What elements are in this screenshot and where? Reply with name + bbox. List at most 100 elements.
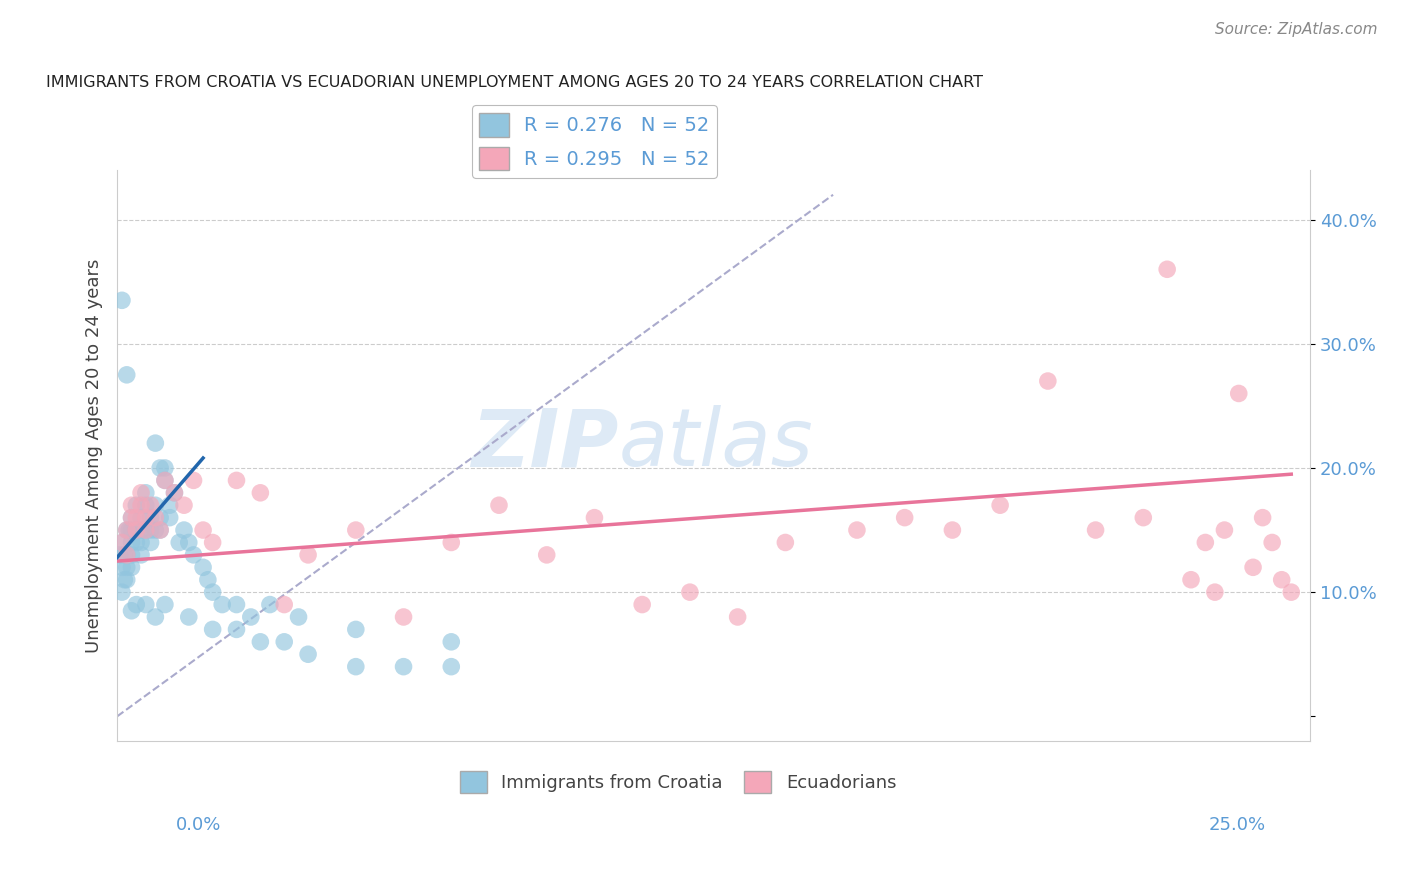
Point (163, 485, 186, 500)
Point (121, 535, 143, 549)
Point (845, 523, 868, 537)
Point (153, 474, 176, 488)
Point (225, 623, 247, 637)
Point (145, 610, 167, 624)
Point (583, 510, 606, 524)
Point (121, 510, 143, 524)
Point (287, 610, 309, 624)
Point (201, 585, 224, 599)
Point (129, 498, 152, 512)
Point (1180, 573, 1202, 587)
Point (173, 523, 195, 537)
Point (893, 510, 915, 524)
Text: IMMIGRANTS FROM CROATIA VS ECUADORIAN UNEMPLOYMENT AMONG AGES 20 TO 24 YEARS COR: IMMIGRANTS FROM CROATIA VS ECUADORIAN UN… (45, 75, 983, 89)
Point (115, 368, 138, 382)
Point (139, 523, 162, 537)
Point (129, 523, 152, 537)
Point (111, 293, 134, 308)
Point (1241, 560, 1264, 574)
Point (1227, 386, 1250, 401)
Point (153, 461, 176, 475)
Point (111, 535, 134, 549)
Point (440, 535, 463, 549)
Point (145, 498, 167, 512)
Point (121, 560, 143, 574)
Point (121, 498, 143, 512)
Point (1213, 523, 1236, 537)
Point (159, 510, 181, 524)
Point (1156, 262, 1178, 277)
Point (135, 510, 157, 524)
Point (249, 635, 271, 649)
Point (125, 598, 148, 612)
Point (488, 498, 510, 512)
Point (1279, 585, 1302, 599)
Point (392, 610, 415, 624)
Point (149, 461, 172, 475)
Point (225, 598, 247, 612)
Point (139, 498, 162, 512)
Point (249, 485, 271, 500)
Point (115, 548, 138, 562)
Point (1251, 510, 1274, 524)
Point (1084, 523, 1107, 537)
Point (129, 510, 152, 524)
Point (111, 535, 134, 549)
Point (344, 659, 367, 673)
Point (1204, 585, 1226, 599)
Point (167, 535, 190, 549)
Point (121, 548, 143, 562)
Point (139, 535, 162, 549)
Point (988, 498, 1011, 512)
Point (775, 535, 797, 549)
Point (941, 523, 963, 537)
Point (112, 573, 135, 587)
Point (125, 523, 148, 537)
Point (115, 523, 138, 537)
Y-axis label: Unemployment Among Ages 20 to 24 years: Unemployment Among Ages 20 to 24 years (86, 259, 103, 653)
Point (239, 610, 262, 624)
Point (118, 523, 141, 537)
Point (1194, 535, 1216, 549)
Point (139, 510, 162, 524)
Point (159, 498, 181, 512)
Point (129, 548, 152, 562)
Text: Source: ZipAtlas.com: Source: ZipAtlas.com (1215, 22, 1378, 37)
Point (440, 635, 463, 649)
Point (135, 498, 157, 512)
Point (125, 498, 148, 512)
Point (149, 523, 172, 537)
Point (1036, 374, 1059, 388)
Point (201, 535, 224, 549)
Point (191, 523, 214, 537)
Point (135, 523, 157, 537)
Legend: Immigrants from Croatia, Ecuadorians: Immigrants from Croatia, Ecuadorians (453, 764, 904, 801)
Text: 0.0%: 0.0% (176, 815, 221, 833)
Point (115, 548, 138, 562)
Point (679, 585, 702, 599)
Point (344, 623, 367, 637)
Point (163, 485, 186, 500)
Point (173, 498, 195, 512)
Point (225, 474, 247, 488)
Point (125, 523, 148, 537)
Point (183, 474, 205, 488)
Point (153, 474, 176, 488)
Point (631, 598, 654, 612)
Point (115, 573, 138, 587)
Point (211, 598, 233, 612)
Point (273, 598, 295, 612)
Point (440, 659, 463, 673)
Point (149, 523, 172, 537)
Point (135, 598, 157, 612)
Point (145, 436, 167, 450)
Point (183, 548, 205, 562)
Point (1271, 573, 1294, 587)
Point (1132, 510, 1154, 524)
Point (197, 573, 219, 587)
Point (111, 585, 134, 599)
Point (392, 659, 415, 673)
Text: 25.0%: 25.0% (1208, 815, 1265, 833)
Point (191, 560, 214, 574)
Point (201, 623, 224, 637)
